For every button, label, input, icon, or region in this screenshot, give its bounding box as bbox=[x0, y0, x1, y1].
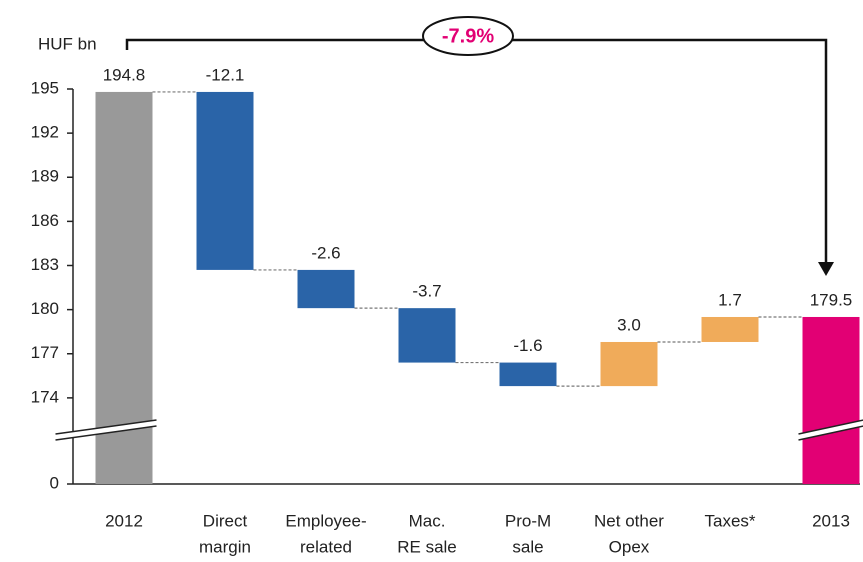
x-tick-label: RE sale bbox=[397, 537, 457, 556]
annotation: -7.9% bbox=[442, 25, 494, 47]
x-tick-label: related bbox=[300, 537, 352, 556]
value-label: 194.8 bbox=[103, 65, 146, 84]
x-tick-label: sale bbox=[512, 537, 543, 556]
arrow-head bbox=[818, 262, 834, 276]
x-tick-label: Employee- bbox=[285, 511, 366, 530]
value-label: -1.6 bbox=[513, 336, 542, 355]
x-tick-label: margin bbox=[199, 537, 251, 556]
bar bbox=[600, 341, 658, 387]
y-tick-label: 183 bbox=[31, 255, 59, 274]
y-tick-label: 180 bbox=[31, 299, 59, 318]
value-label: 1.7 bbox=[718, 290, 742, 309]
value-label: 179.5 bbox=[810, 290, 853, 309]
x-tick-label: Taxes* bbox=[704, 511, 755, 530]
y-tick-label: 0 bbox=[50, 473, 59, 492]
axis-break bbox=[55, 420, 157, 440]
axis-break bbox=[798, 419, 863, 435]
value-label: -12.1 bbox=[206, 65, 245, 84]
x-tick-label: 2013 bbox=[812, 511, 850, 530]
annotation-bubble bbox=[422, 16, 514, 56]
x-tick-label: Pro-M bbox=[505, 511, 551, 530]
bar bbox=[297, 269, 355, 309]
x-tick-label: 2012 bbox=[105, 511, 143, 530]
bar bbox=[499, 362, 557, 387]
y-unit-label: HUF bn bbox=[38, 34, 97, 53]
value-label: -3.7 bbox=[412, 282, 441, 301]
value-label: 3.0 bbox=[617, 315, 641, 334]
bar bbox=[802, 316, 860, 484]
value-label: -2.6 bbox=[311, 243, 340, 262]
x-tick-label: Net other bbox=[594, 511, 664, 530]
y-tick-label: 186 bbox=[31, 211, 59, 230]
y-tick-label: 192 bbox=[31, 123, 59, 142]
axis-break bbox=[55, 419, 157, 435]
y-tick-label: 189 bbox=[31, 167, 59, 186]
x-tick-label: Mac. bbox=[409, 511, 446, 530]
y-tick-label: 195 bbox=[31, 78, 59, 97]
bar bbox=[95, 91, 153, 485]
y-tick-label: 177 bbox=[31, 343, 59, 362]
y-tick-label: 174 bbox=[31, 387, 59, 406]
x-tick-label: Opex bbox=[609, 537, 650, 556]
bar bbox=[701, 316, 759, 342]
axis-break bbox=[798, 420, 863, 440]
x-tick-label: Direct bbox=[203, 511, 248, 530]
axis-break bbox=[798, 425, 863, 441]
bar bbox=[398, 308, 456, 363]
bar bbox=[196, 91, 254, 270]
axis-break bbox=[55, 425, 157, 441]
